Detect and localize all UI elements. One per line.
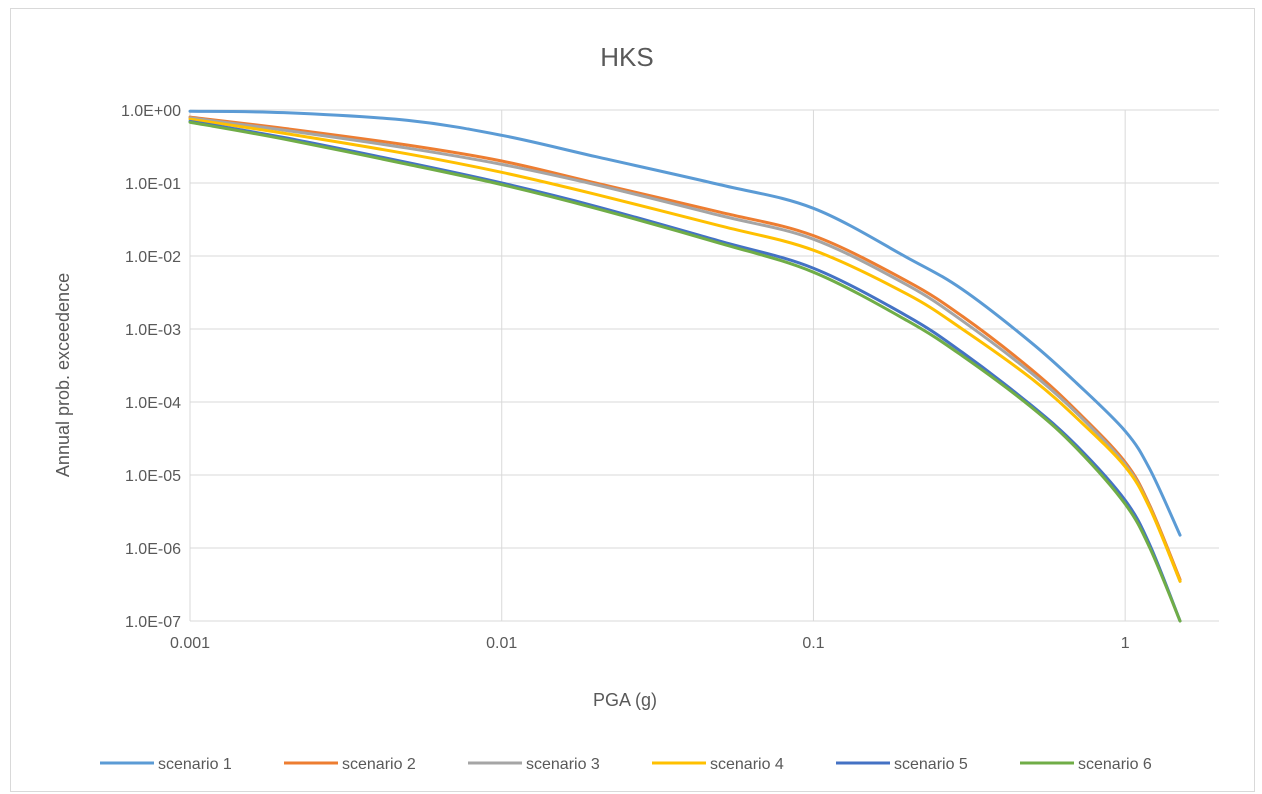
y-tick-label: 1.0E-01 [125,176,181,193]
legend-label-1: scenario 1 [158,756,232,773]
x-tick-label: 0.1 [802,635,824,652]
x-tick-label: 0.01 [486,635,517,652]
y-tick-label: 1.0E-04 [125,395,181,412]
x-tick-label: 1 [1121,635,1130,652]
legend-label-4: scenario 4 [710,756,784,773]
series-line-6 [188,120,1182,623]
series-line-3 [188,116,1182,583]
legend: scenario 1 scenario 2 scenario 3 scenario 4… [100,756,1152,773]
y-tick-label: 1.0E-03 [125,322,181,339]
y-tick-label: 1.0E-05 [125,468,181,485]
legend-label-2: scenario 2 [342,756,416,773]
chart-svg: HKS 1.0E+001.0E-011.0E-021.0E-031.0E-041… [53,42,1219,773]
x-tick-label: 0.001 [170,635,210,652]
x-tick-labels: 0.001 0.01 0.1 1 [170,635,1130,652]
series-line-1 [188,109,1182,537]
y-tick-label: 1.0E-06 [125,541,181,558]
grid-layer [189,109,1219,622]
series-line-2 [188,115,1182,582]
legend-label-3: scenario 3 [526,756,600,773]
series-line-5 [188,119,1182,623]
x-axis-title: PGA (g) [593,690,657,710]
series-line-4 [188,117,1182,583]
y-axis-title: Annual prob. exceedence [53,273,73,477]
chart-frame: HKS 1.0E+00 1.0E-01 1.0E-02 1.0E-03 1.0E-04 1… [10,8,1255,792]
y-tick-label: 1.0E+00 [121,103,181,120]
series-layer [188,109,1182,623]
legend-label-5: scenario 5 [894,756,968,773]
legend-label-6: scenario 6 [1078,756,1152,773]
y-tick-label: 1.0E-07 [125,614,181,631]
chart-title: HKS [600,42,653,72]
y-tick-labels: 1.0E+00 1.0E-01 1.0E-02 1.0E-03 1.0E-04 1.0E-… [121,103,181,631]
y-tick-label: 1.0E-02 [125,249,181,266]
